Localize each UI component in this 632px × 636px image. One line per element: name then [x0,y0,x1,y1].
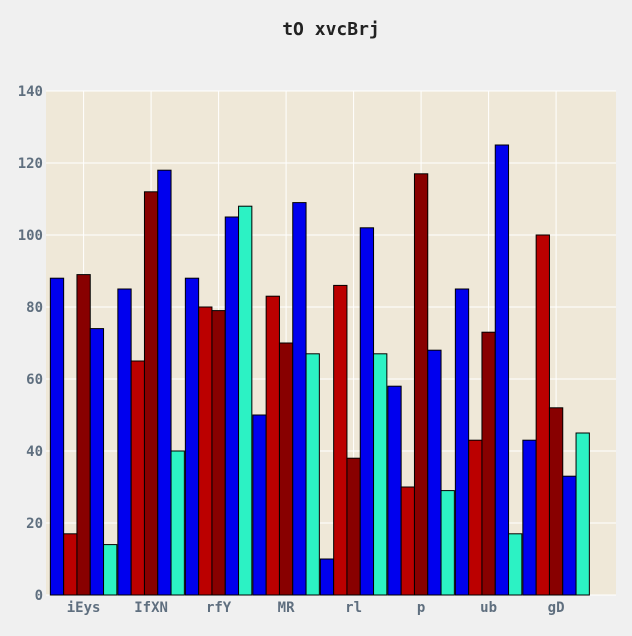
bars [49,144,590,596]
y-tick-label: 20 [26,516,43,532]
x-tick-label: IfXN [134,600,168,616]
x-tick-label: rfY [206,600,232,616]
bar [494,144,510,596]
chart-title: tO xvcBrj [282,19,380,40]
bar [305,353,320,596]
bar [548,407,564,596]
bar [481,331,496,596]
bar [211,310,226,596]
bar [49,277,65,596]
x-tick-label: MR [278,600,295,616]
bar [103,544,118,596]
bar [265,295,280,596]
bar [522,439,537,596]
x-axis-ticks: iEys IfXN rfY MR rl p ub gD [67,600,565,616]
bar [575,432,590,596]
bar [252,414,267,596]
y-tick-label: 0 [35,588,43,604]
bar [400,486,415,596]
bar [238,205,253,596]
bar [198,306,213,596]
x-tick-label: iEys [67,600,101,616]
bar [76,274,91,596]
bar [224,216,240,596]
x-tick-label: rl [345,600,362,616]
bar [292,202,307,596]
y-tick-label: 60 [26,372,43,388]
bar [346,457,361,596]
bar [143,191,159,596]
y-tick-label: 80 [26,300,43,316]
x-tick-label: ub [480,600,497,616]
bar [130,360,145,596]
y-axis-ticks: 0 20 40 60 80 100 120 140 [18,84,43,604]
bar [117,288,132,596]
bar [562,475,577,596]
bar [373,353,388,596]
bar [333,284,348,596]
bar [157,169,172,596]
y-tick-label: 40 [26,444,43,460]
bar [359,227,375,596]
bar [278,342,294,596]
x-tick-label: gD [548,600,565,616]
bar [535,234,550,596]
bar [89,328,105,596]
y-tick-label: 120 [18,156,43,172]
x-tick-label: p [417,600,425,616]
bar [170,450,185,596]
bar [387,385,402,596]
bar [440,490,455,596]
y-tick-label: 100 [18,228,43,244]
bar [454,288,470,596]
bar [468,439,483,596]
bar [63,533,78,596]
bar [184,277,200,596]
bar [319,558,335,596]
bar [413,173,429,596]
bar [427,349,442,596]
bar [508,533,523,596]
y-tick-label: 140 [18,84,43,100]
